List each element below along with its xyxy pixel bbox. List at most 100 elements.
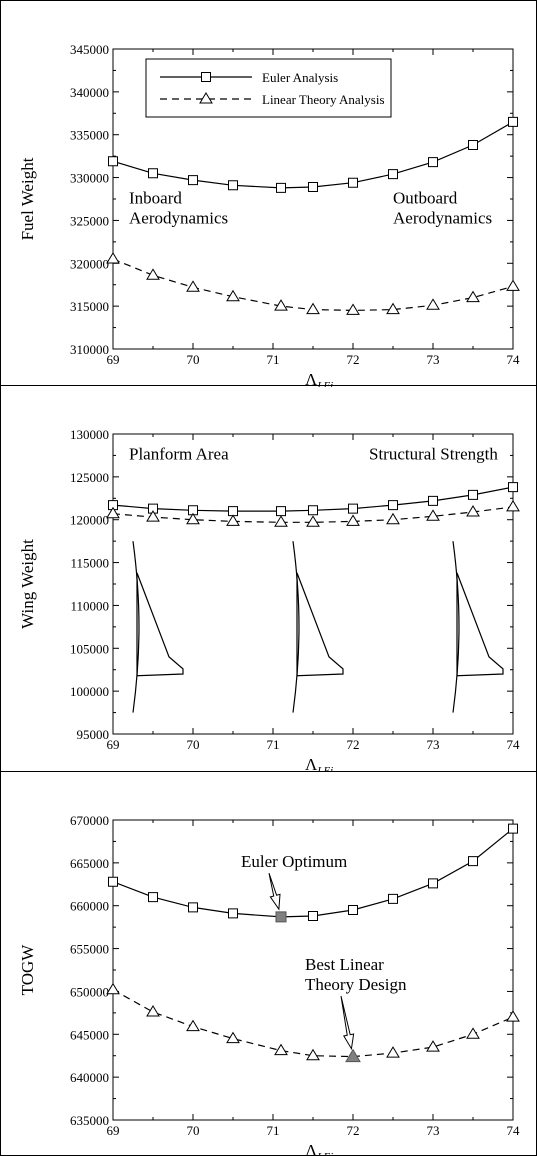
y-tick-label: 670000 <box>70 813 109 828</box>
linear-theory-data-point <box>226 1031 240 1044</box>
legend-box <box>145 58 392 118</box>
linear-theory-data-point <box>226 289 240 302</box>
euler-data-point <box>148 892 158 903</box>
euler-data-point <box>188 505 198 516</box>
y-tick-label: 120000 <box>70 513 109 528</box>
x-tick-label: 71 <box>267 352 280 367</box>
annotation-line: Inboard <box>129 188 182 207</box>
y-tick-label: 325000 <box>70 213 109 228</box>
euler-data-point <box>188 902 198 913</box>
euler-data-point <box>348 905 358 915</box>
x-axis-label-sub: LEi <box>316 1151 333 1156</box>
wing-planform-body <box>292 541 300 713</box>
x-tick-label: 72 <box>347 737 360 752</box>
euler-data-point <box>508 823 518 834</box>
linear-theory-line <box>112 506 514 523</box>
x-tick-label: 71 <box>267 1123 280 1138</box>
x-axis-label: ΛLEi <box>305 755 333 772</box>
euler-data-point <box>148 168 158 179</box>
euler-data-point <box>188 175 198 186</box>
euler-data-point <box>228 180 238 191</box>
wing-planform-outline <box>456 572 504 677</box>
linear-theory-data-point <box>146 1005 160 1017</box>
linear-theory-data-point <box>106 982 120 995</box>
euler-optimum-point <box>275 911 287 923</box>
annotation-line: Euler Optimum <box>241 852 347 871</box>
x-tick-label: 72 <box>347 1123 360 1138</box>
y-tick-label: 130000 <box>70 427 109 442</box>
euler-analysis-line <box>112 121 514 189</box>
x-axis-label-main: Λ <box>305 370 318 387</box>
annotation-best-linear: Best Linear Theory Design <box>305 955 407 994</box>
wing-weight-chart: 95000 100000 105000 110000 115000 120000 12500… <box>18 427 521 772</box>
y-axis-label: Fuel Weight <box>18 157 37 240</box>
euler-data-point <box>308 505 318 516</box>
linear-theory-data-point <box>186 512 200 525</box>
wing-planform-body <box>132 541 140 713</box>
x-tick-label: 73 <box>427 737 440 752</box>
euler-data-point <box>308 911 318 921</box>
euler-data-point <box>388 169 398 180</box>
x-axis-label-sub: LEi <box>316 380 333 387</box>
linear-theory-data-point <box>186 1019 200 1032</box>
x-axis-label-main: Λ <box>305 755 318 772</box>
euler-data-point <box>108 156 118 167</box>
linear-theory-data-point <box>306 1048 320 1061</box>
euler-data-point <box>276 506 286 517</box>
euler-data-point <box>468 140 478 150</box>
linear-theory-data-point <box>426 509 440 521</box>
fuel-weight-chart-panel: 310000 315000 320000 325000 330000 335000 3400… <box>0 0 537 387</box>
y-tick-label: 95000 <box>77 727 110 742</box>
euler-data-point <box>108 500 118 511</box>
y-tick-label: 330000 <box>70 171 109 186</box>
annotation-line: Aerodynamics <box>393 208 492 227</box>
annotation-arrow <box>268 872 281 911</box>
linear-theory-data-point <box>346 514 360 526</box>
x-axis-label: ΛLEi <box>305 370 333 387</box>
linear-theory-data-point <box>106 252 120 264</box>
linear-theory-line <box>112 989 514 1058</box>
euler-data-point <box>308 182 318 192</box>
euler-data-point <box>228 506 238 517</box>
y-tick-label: 660000 <box>70 899 109 914</box>
linear-theory-data-point <box>346 303 360 315</box>
x-tick-label: 70 <box>187 1123 200 1138</box>
y-tick-label: 115000 <box>70 556 109 571</box>
x-axis-label: ΛLEi <box>305 1141 333 1156</box>
y-tick-label: 345000 <box>70 42 109 57</box>
y-tick-label: 340000 <box>70 85 109 100</box>
annotation-outboard: Outboard Aerodynamics <box>393 188 492 227</box>
y-tick-label: 650000 <box>70 984 109 999</box>
x-tick-label: 72 <box>347 352 360 367</box>
linear-theory-data-point <box>466 290 480 303</box>
y-tick-label: 105000 <box>70 641 109 656</box>
euler-data-point <box>108 876 118 887</box>
y-tick-label: 100000 <box>70 684 109 699</box>
annotation-planform: Planform Area <box>129 445 229 464</box>
euler-data-point <box>148 503 158 514</box>
wing-planform-sketch <box>452 541 504 713</box>
euler-data-point <box>428 495 438 506</box>
annotation-euler-opt: Euler Optimum <box>241 852 347 871</box>
linear-theory-data-point <box>466 1027 480 1039</box>
x-tick-label: 74 <box>507 1123 521 1138</box>
linear-theory-data-point <box>426 1040 440 1052</box>
linear-theory-data-point <box>146 268 160 280</box>
linear-theory-data-point <box>146 510 160 522</box>
y-tick-label: 665000 <box>70 856 109 871</box>
y-tick-label: 640000 <box>70 1070 109 1085</box>
linear-theory-data-point <box>226 514 240 526</box>
wing-planform-body <box>452 541 460 713</box>
y-tick-label: 635000 <box>70 1113 109 1128</box>
x-tick-label: 74 <box>507 737 521 752</box>
euler-data-point <box>508 482 518 493</box>
y-tick-label: 310000 <box>70 342 109 357</box>
y-tick-label: 655000 <box>70 942 109 957</box>
legend-label: Euler Analysis <box>262 70 338 85</box>
annotation-line: Planform Area <box>129 445 229 464</box>
wing-planform-sketch <box>292 541 344 713</box>
annotation-line: Best Linear <box>305 955 384 974</box>
x-tick-label: 69 <box>107 352 120 367</box>
linear-theory-data-point <box>274 515 288 527</box>
linear-theory-data-point <box>306 515 320 527</box>
